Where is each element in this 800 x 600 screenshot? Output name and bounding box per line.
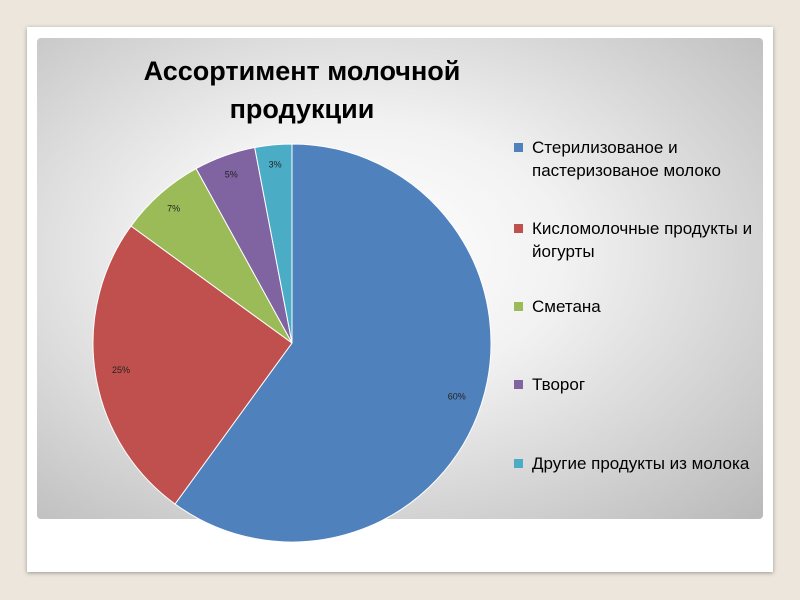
- legend-label: Сметана: [532, 297, 601, 316]
- legend-item-cottage-cheese: Творог: [514, 373, 754, 396]
- slide: Ассортимент молочной продукции 60% 25% 7% 5…: [27, 27, 773, 572]
- legend-label: Стерилизованое и пастеризованое молоко: [532, 138, 721, 180]
- chart-title-line-2: продукции: [229, 94, 375, 124]
- data-label: 3%: [269, 160, 282, 170]
- pie-slice-sterilized-milk: [174, 143, 492, 543]
- legend-item-other-products: Другие продукты из молока: [514, 452, 754, 475]
- data-label: 5%: [225, 170, 238, 180]
- legend-item-fermented-products: Кисломолочные продукты и йогурты: [514, 217, 754, 263]
- data-label: 25%: [112, 365, 130, 375]
- chart-area: Ассортимент молочной продукции 60% 25% 7% 5…: [37, 38, 763, 543]
- legend-swatch: [514, 224, 523, 233]
- legend-swatch: [514, 302, 523, 311]
- legend-swatch: [514, 459, 523, 468]
- legend-label: Кисломолочные продукты и йогурты: [532, 219, 753, 261]
- chart-title-line-1: Ассортимент молочной: [143, 56, 461, 86]
- chart-title: Ассортимент молочной продукции: [37, 52, 567, 128]
- pie-slice-fermented-products: [92, 225, 293, 505]
- legend-label: Другие продукты из молока: [532, 454, 750, 473]
- pie-chart: 60% 25% 7% 5% 3%: [92, 143, 492, 543]
- legend-label: Творог: [532, 375, 586, 394]
- data-label: 60%: [448, 392, 466, 402]
- data-label: 7%: [167, 204, 180, 214]
- legend-item-sour-cream: Сметана: [514, 295, 754, 318]
- legend-swatch: [514, 380, 523, 389]
- legend-item-sterilized-milk: Стерилизованое и пастеризованое молоко: [514, 136, 754, 182]
- legend-swatch: [514, 143, 523, 152]
- pie-slice-other-products: [254, 143, 293, 344]
